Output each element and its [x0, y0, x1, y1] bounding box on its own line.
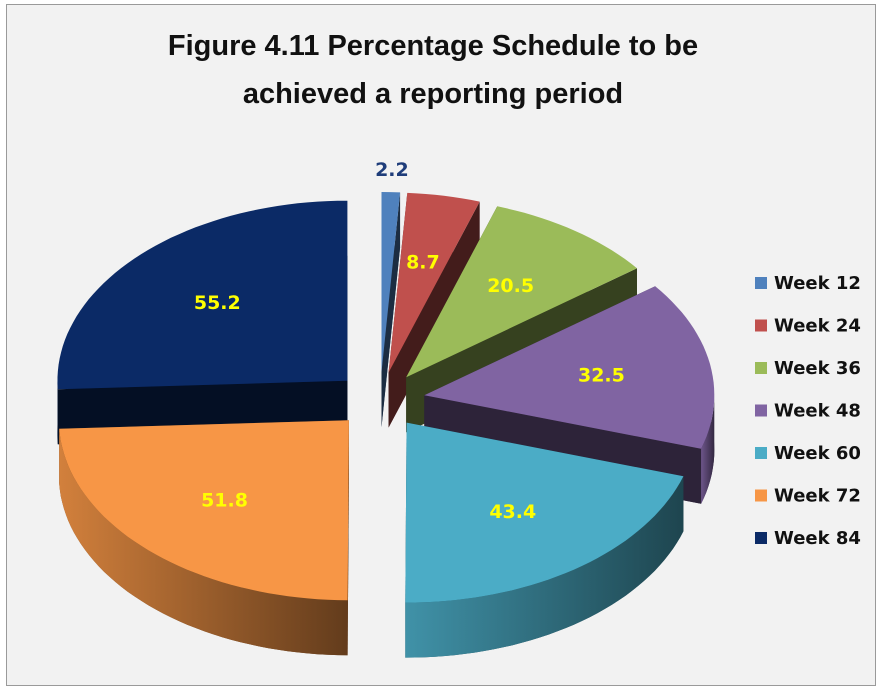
- slice-side: [405, 476, 684, 658]
- slice-top: [381, 192, 401, 372]
- pie-slice: [59, 420, 349, 656]
- slice-top: [405, 422, 684, 603]
- slice-cut-face: [347, 420, 349, 656]
- data-label: 51.8: [201, 489, 248, 511]
- legend-swatch: [755, 447, 767, 459]
- data-label: 32.5: [578, 364, 625, 386]
- data-label: 43.4: [489, 501, 536, 523]
- slice-top: [59, 420, 349, 601]
- legend-swatch: [755, 277, 767, 289]
- legend-label: Week 36: [774, 358, 861, 379]
- slice-side: [701, 395, 715, 504]
- legend-label: Week 84: [774, 528, 861, 549]
- data-label: 20.5: [487, 275, 534, 297]
- legend-label: Week 12: [774, 273, 861, 294]
- pie-slice: [405, 422, 684, 658]
- pie-slice: [381, 192, 401, 427]
- legend-label: Week 48: [774, 401, 861, 422]
- data-label: 55.2: [194, 292, 241, 314]
- pie-slice: [57, 200, 348, 445]
- slice-top: [406, 206, 637, 378]
- data-label: 2.2: [375, 159, 409, 181]
- legend-label: Week 24: [774, 316, 861, 337]
- slice-top: [57, 200, 348, 390]
- legend-label: Week 60: [774, 443, 861, 464]
- data-label: 8.7: [406, 251, 440, 273]
- legend-swatch: [755, 362, 767, 374]
- legend-swatch: [755, 489, 767, 502]
- slice-top: [388, 192, 480, 373]
- chart-title: Figure 4.11 Percentage Schedule to be ac…: [167, 30, 699, 110]
- slice-top: [424, 286, 715, 449]
- legend-label: Week 72: [774, 486, 861, 507]
- legend-swatch: [755, 319, 767, 332]
- legend-swatch: [755, 404, 767, 417]
- slice-cut-face: [381, 192, 401, 427]
- legend-swatch: [755, 532, 767, 544]
- slice-side: [59, 428, 348, 656]
